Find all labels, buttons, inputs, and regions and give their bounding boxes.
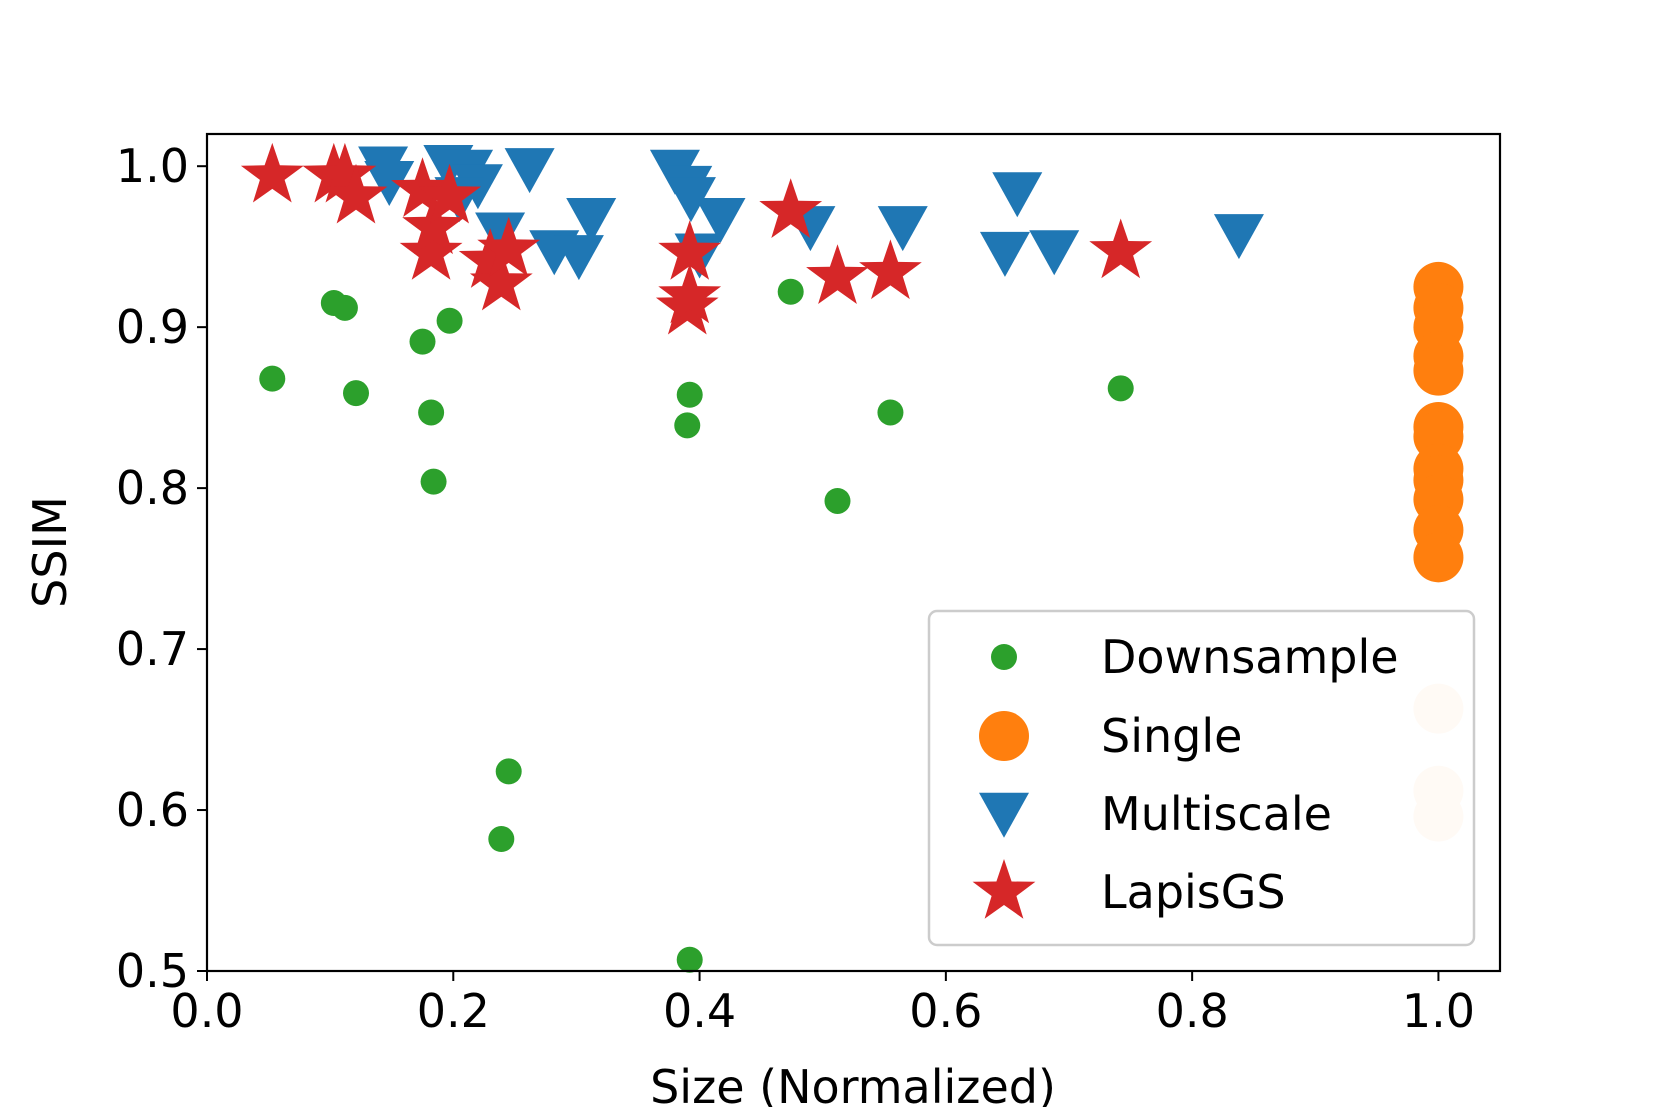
x-axis-ticks: 0.0 0.2 0.4 0.6 0.8 1.0 bbox=[170, 971, 1475, 1038]
legend-single-label: Single bbox=[1101, 709, 1242, 763]
legend-lapisgs-marker bbox=[972, 859, 1036, 919]
y-tick-label: 0.5 bbox=[116, 944, 189, 998]
downsample-point bbox=[877, 399, 904, 426]
lapisgs-point bbox=[806, 244, 869, 304]
legend-multiscale-marker bbox=[979, 792, 1029, 838]
legend-lapisgs-label: LapisGS bbox=[1101, 865, 1286, 919]
downsample-point bbox=[777, 278, 804, 305]
multiscale-point bbox=[877, 206, 928, 252]
single-point bbox=[1413, 532, 1464, 583]
x-tick-label: 0.6 bbox=[909, 984, 982, 1038]
lapisgs-point bbox=[477, 216, 541, 277]
single-point bbox=[1413, 345, 1464, 396]
downsample-point bbox=[436, 307, 463, 334]
x-tick-label: 0.0 bbox=[170, 984, 243, 1038]
multiscale-point bbox=[475, 212, 526, 258]
y-axis-ticks: 0.5 0.6 0.7 0.8 0.9 1.0 bbox=[116, 139, 207, 998]
downsample-point bbox=[824, 487, 851, 514]
lapisgs-point bbox=[1089, 218, 1153, 279]
y-tick-label: 0.9 bbox=[116, 300, 189, 354]
lapisgs-point bbox=[418, 163, 481, 224]
y-tick-label: 0.7 bbox=[116, 622, 189, 676]
lapisgs-point bbox=[658, 263, 722, 324]
multiscale-point bbox=[566, 198, 617, 244]
downsample-point bbox=[676, 946, 703, 973]
legend-single-marker bbox=[979, 711, 1029, 761]
lapisgs-point bbox=[859, 239, 922, 300]
multiscale-point bbox=[665, 177, 716, 223]
x-tick-label: 0.4 bbox=[663, 984, 736, 1038]
downsample-point bbox=[495, 758, 522, 785]
multiscale-point bbox=[1213, 214, 1264, 260]
downsample-point bbox=[674, 412, 701, 439]
lapisgs-point bbox=[324, 163, 388, 224]
downsample-point bbox=[1107, 375, 1134, 402]
multiscale-point bbox=[504, 148, 555, 194]
lapisgs-point bbox=[313, 142, 377, 203]
multiscale-point bbox=[1029, 230, 1080, 276]
lapisgs-point bbox=[399, 220, 463, 280]
legend-downsample-marker bbox=[991, 644, 1017, 670]
x-axis-label: Size (Normalized) bbox=[650, 1060, 1056, 1107]
downsample-point bbox=[331, 294, 358, 321]
downsample-point bbox=[676, 381, 703, 408]
y-tick-label: 0.8 bbox=[116, 461, 189, 515]
downsample-point bbox=[420, 468, 447, 495]
legend-box bbox=[927, 609, 1476, 947]
lapisgs-point bbox=[658, 220, 722, 280]
lapisgs-point bbox=[402, 194, 465, 255]
multiscale-point bbox=[364, 161, 415, 207]
y-axis-label: SSIM bbox=[23, 496, 77, 608]
legend-downsample-label: Downsample bbox=[1101, 630, 1399, 684]
plot-frame bbox=[205, 132, 1502, 973]
multiscale-point bbox=[695, 198, 746, 244]
x-tick-label: 0.2 bbox=[417, 984, 490, 1038]
y-tick-label: 1.0 bbox=[116, 139, 189, 193]
downsample-point bbox=[343, 380, 370, 407]
lapisgs-point bbox=[759, 178, 823, 238]
multiscale-point bbox=[553, 235, 604, 281]
x-tick-label: 0.8 bbox=[1156, 984, 1229, 1038]
legend: Downsample Single Multiscale LapisGS bbox=[927, 609, 1476, 947]
lapisgs-point bbox=[458, 228, 522, 288]
downsample-point bbox=[259, 365, 286, 392]
downsample-point bbox=[409, 328, 436, 355]
downsample-point bbox=[488, 826, 515, 853]
y-tick-label: 0.6 bbox=[116, 783, 189, 837]
multiscale-point bbox=[992, 172, 1043, 218]
legend-multiscale-label: Multiscale bbox=[1101, 787, 1332, 841]
x-tick-label: 1.0 bbox=[1402, 984, 1475, 1038]
lapisgs-point bbox=[469, 250, 533, 311]
lapisgs-point bbox=[240, 142, 304, 203]
multiscale-point bbox=[979, 231, 1030, 277]
downsample-point bbox=[418, 399, 445, 426]
